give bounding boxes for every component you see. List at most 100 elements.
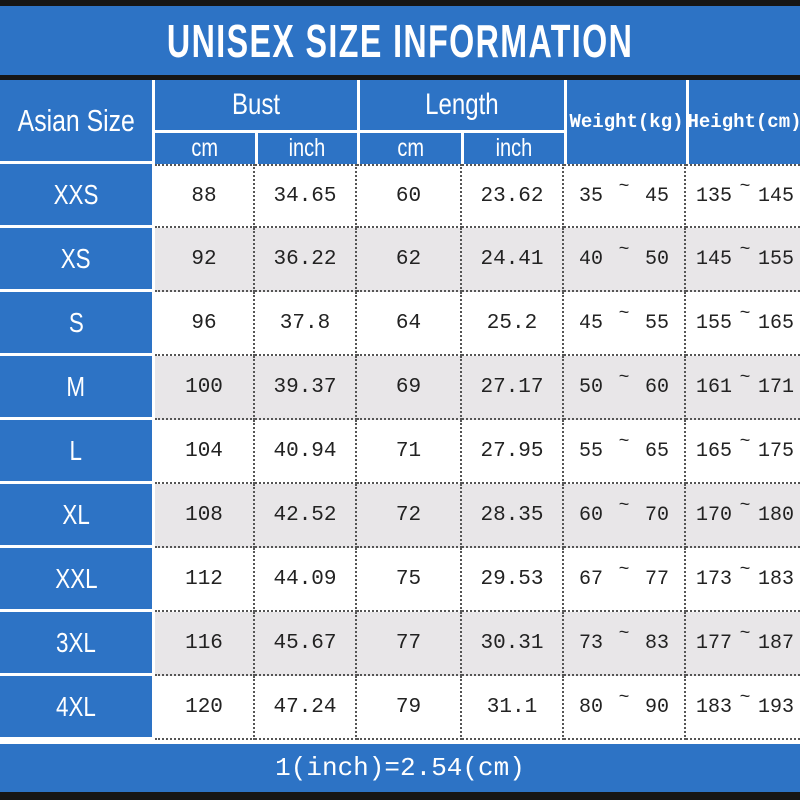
weight-min: 80 xyxy=(579,695,604,719)
tilde-symbol: ~ xyxy=(618,177,630,197)
size-label: XL xyxy=(62,498,90,530)
height-range-cell: 161 ~ 171 xyxy=(686,356,800,420)
size-label: 3XL xyxy=(56,626,96,658)
length-cm-cell: 79 xyxy=(357,676,462,740)
weight-min: 35 xyxy=(579,184,604,208)
header-bust: Bust xyxy=(155,80,357,133)
size-label-cell: 3XL xyxy=(0,612,155,676)
length-inch-cell: 25.2 xyxy=(462,292,564,356)
tilde-symbol: ~ xyxy=(618,432,630,452)
title-divider-bar xyxy=(0,75,800,80)
height-min: 173 xyxy=(696,567,733,591)
length-inch-cell: 23.62 xyxy=(462,164,564,228)
bust-cm-cell: 104 xyxy=(155,420,255,484)
weight-range-cell: 60 ~ 70 xyxy=(564,484,686,548)
height-min: 170 xyxy=(696,503,733,527)
header-group-length: Length cm inch xyxy=(357,80,564,164)
table-row: S 96 37.8 64 25.2 45 ~ 55 155 ~ 165 xyxy=(0,292,800,356)
height-max: 193 xyxy=(757,695,794,719)
height-range-cell: 173 ~ 183 xyxy=(686,548,800,612)
table-row: 3XL 116 45.67 77 30.31 73 ~ 83 177 ~ 187 xyxy=(0,612,800,676)
table-row: XL 108 42.52 72 28.35 60 ~ 70 170 ~ 180 xyxy=(0,484,800,548)
header-bust-label: Bust xyxy=(231,88,281,121)
height-min: 183 xyxy=(696,695,733,719)
table-row: L 104 40.94 71 27.95 55 ~ 65 165 ~ 175 xyxy=(0,420,800,484)
length-inch-cell: 31.1 xyxy=(462,676,564,740)
header-bust-cm: cm xyxy=(155,133,258,164)
bust-cm-cell: 120 xyxy=(155,676,255,740)
length-cm-cell: 71 xyxy=(357,420,462,484)
size-label: XS xyxy=(61,242,91,274)
size-label: M xyxy=(66,370,86,402)
weight-range-cell: 40 ~ 50 xyxy=(564,228,686,292)
length-cm-cell: 72 xyxy=(357,484,462,548)
header-length: Length xyxy=(360,80,564,133)
length-inch-cell: 29.53 xyxy=(462,548,564,612)
size-label-cell: M xyxy=(0,356,155,420)
weight-max: 77 xyxy=(644,567,669,591)
height-range-cell: 145 ~ 155 xyxy=(686,228,800,292)
bust-cm-cell: 96 xyxy=(155,292,255,356)
tilde-symbol: ~ xyxy=(739,624,751,644)
weight-range-cell: 35 ~ 45 xyxy=(564,164,686,228)
weight-max: 55 xyxy=(644,311,669,335)
table-row: M 100 39.37 69 27.17 50 ~ 60 161 ~ 171 xyxy=(0,356,800,420)
bust-cm-cell: 116 xyxy=(155,612,255,676)
page-title: UNISEX SIZE INFORMATION xyxy=(166,14,634,67)
height-range-cell: 155 ~ 165 xyxy=(686,292,800,356)
length-cm-cell: 64 xyxy=(357,292,462,356)
size-label-cell: 4XL xyxy=(0,676,155,740)
height-max: 171 xyxy=(757,375,794,399)
bust-inch-cell: 42.52 xyxy=(255,484,357,548)
weight-min: 67 xyxy=(579,567,604,591)
header-bust-cm-label: cm xyxy=(191,134,219,162)
tilde-symbol: ~ xyxy=(739,688,751,708)
weight-min: 40 xyxy=(579,247,604,271)
table-row: 4XL 120 47.24 79 31.1 80 ~ 90 183 ~ 193 xyxy=(0,676,800,740)
height-max: 183 xyxy=(757,567,794,591)
height-min: 155 xyxy=(696,311,733,335)
tilde-symbol: ~ xyxy=(739,304,751,324)
bottom-black-bar xyxy=(0,792,800,800)
height-max: 145 xyxy=(757,184,794,208)
top-black-bar xyxy=(0,0,800,6)
header-length-units: cm inch xyxy=(360,133,564,164)
height-max: 180 xyxy=(757,503,794,527)
size-label: S xyxy=(68,306,84,338)
tilde-symbol: ~ xyxy=(618,240,630,260)
tilde-symbol: ~ xyxy=(618,368,630,388)
weight-max: 90 xyxy=(644,695,669,719)
size-label-cell: XXL xyxy=(0,548,155,612)
header-bust-inch: inch xyxy=(258,133,358,164)
header-length-cm: cm xyxy=(360,133,464,164)
weight-range-cell: 67 ~ 77 xyxy=(564,548,686,612)
header-group-bust: Bust cm inch xyxy=(155,80,357,164)
weight-max: 65 xyxy=(644,439,669,463)
height-range-cell: 170 ~ 180 xyxy=(686,484,800,548)
height-max: 165 xyxy=(757,311,794,335)
weight-max: 83 xyxy=(644,631,669,655)
header-length-inch: inch xyxy=(464,133,565,164)
title-band: UNISEX SIZE INFORMATION xyxy=(0,6,800,75)
bust-cm-cell: 92 xyxy=(155,228,255,292)
header-bust-inch-label: inch xyxy=(288,134,326,162)
weight-range-cell: 80 ~ 90 xyxy=(564,676,686,740)
size-label: XXL xyxy=(54,562,98,594)
tilde-symbol: ~ xyxy=(739,432,751,452)
bust-cm-cell: 108 xyxy=(155,484,255,548)
height-range-cell: 135 ~ 145 xyxy=(686,164,800,228)
size-label-cell: XS xyxy=(0,228,155,292)
header-height: Height(cm) xyxy=(686,80,800,164)
tilde-symbol: ~ xyxy=(618,560,630,580)
bust-cm-cell: 112 xyxy=(155,548,255,612)
weight-min: 50 xyxy=(579,375,604,399)
bust-inch-cell: 36.22 xyxy=(255,228,357,292)
length-inch-cell: 30.31 xyxy=(462,612,564,676)
tilde-symbol: ~ xyxy=(618,304,630,324)
header-bust-units: cm inch xyxy=(155,133,357,164)
size-label-cell: XXS xyxy=(0,164,155,228)
table-row: XS 92 36.22 62 24.41 40 ~ 50 145 ~ 155 xyxy=(0,228,800,292)
tilde-symbol: ~ xyxy=(618,688,630,708)
header-length-cm-label: cm xyxy=(396,134,424,162)
height-range-cell: 177 ~ 187 xyxy=(686,612,800,676)
